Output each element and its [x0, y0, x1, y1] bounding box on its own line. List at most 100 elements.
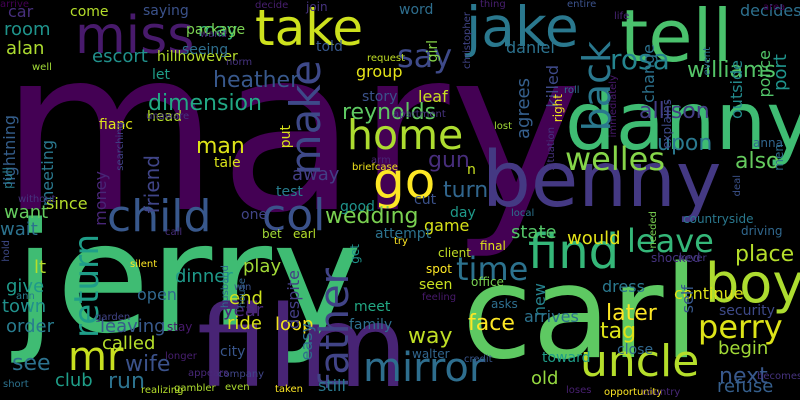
- word-despite: despite: [284, 270, 303, 330]
- word-n: n: [467, 162, 476, 178]
- word-see: see: [12, 351, 51, 376]
- word-family: family: [349, 317, 393, 333]
- word-say: say: [397, 37, 453, 75]
- word-appears: appears: [188, 368, 229, 379]
- word-event: event: [702, 47, 713, 76]
- word-hillhowever: hillhowever: [157, 49, 238, 65]
- word-room: room: [4, 19, 51, 40]
- word-still: still: [318, 376, 346, 395]
- word-put: put: [278, 125, 294, 149]
- word-called: called: [102, 333, 156, 354]
- word-asks: asks: [491, 297, 518, 311]
- word-explains: explains: [660, 99, 674, 149]
- word-begin: begin: [718, 338, 769, 359]
- word-life: life: [614, 11, 630, 22]
- word-leaf: leaf: [418, 87, 448, 106]
- word-heather: heather: [213, 68, 300, 93]
- word-want: want: [4, 202, 49, 223]
- word-becomes: becomes: [757, 371, 800, 382]
- word-even: even: [225, 382, 250, 393]
- word-unaware: unaware: [146, 111, 190, 122]
- word-apartment: apartment: [393, 109, 446, 120]
- word-roll: roll: [564, 85, 580, 96]
- word-boy: boy: [705, 252, 800, 315]
- word-meet: meet: [354, 299, 391, 315]
- word-walter: walter: [412, 347, 450, 361]
- word-searching: searching: [115, 122, 126, 171]
- word-area: area: [763, 2, 786, 13]
- word-mirror: mirror: [363, 345, 486, 391]
- word-danny: danny: [565, 75, 800, 168]
- word-outside: outside: [727, 60, 746, 119]
- word-call: call: [165, 227, 183, 238]
- word-child: child: [107, 191, 212, 242]
- word-anna: anna: [753, 136, 783, 150]
- word-home: home: [347, 111, 464, 159]
- word-rosa: rosa: [610, 43, 670, 76]
- word-men: men: [772, 144, 786, 171]
- word-perry: perry: [698, 308, 783, 346]
- word-lt: lt: [34, 257, 47, 278]
- word-fianc: fianc: [99, 117, 133, 133]
- word-year: year: [223, 300, 264, 321]
- word-reynolds: reynolds: [342, 100, 437, 125]
- word-would: would: [567, 228, 621, 249]
- word-office: office: [471, 275, 504, 289]
- word-go: go: [373, 152, 436, 210]
- word-uncle: uncle: [580, 336, 700, 387]
- word-run: run: [108, 369, 145, 394]
- word-opportunity: opportunity: [604, 387, 663, 398]
- word-may: may: [198, 20, 238, 41]
- word-jake: jake: [466, 0, 579, 59]
- word-lost: lost: [494, 121, 513, 132]
- word-club: club: [55, 370, 93, 391]
- word-turn: turn: [443, 178, 489, 203]
- word-benny: benny: [482, 136, 722, 225]
- word-continue: continue: [674, 284, 744, 303]
- word-dinner: dinner: [175, 266, 233, 287]
- word-tale: tale: [214, 155, 241, 171]
- word-attempt: attempt: [375, 226, 432, 242]
- word-seeing: seeing: [182, 42, 229, 58]
- word-thing: thing: [480, 0, 506, 10]
- word-give: give: [6, 276, 45, 297]
- word-state: state: [511, 222, 557, 243]
- word-shocked: shocked: [651, 251, 701, 265]
- word-ride: ride: [227, 313, 262, 334]
- word-cut: cut: [414, 192, 437, 208]
- word-old: old: [531, 368, 559, 389]
- word-time: time: [456, 250, 529, 288]
- word-jerry: jerry: [14, 190, 363, 367]
- word-film: film: [197, 283, 408, 400]
- word-agrees: agrees: [513, 78, 534, 139]
- word-gambler: gambler: [174, 383, 216, 394]
- word-money: money: [91, 171, 110, 226]
- word-tell: tell: [620, 0, 733, 78]
- word-well: well: [32, 62, 52, 73]
- word-word: word: [399, 2, 434, 18]
- word-dress: dress: [602, 277, 645, 296]
- word-arrives: arrives: [524, 307, 579, 326]
- word-man: man: [196, 134, 245, 159]
- word-earl: earl: [293, 227, 317, 241]
- word-silent: silent: [130, 259, 158, 270]
- word-let: let: [152, 67, 170, 83]
- word-toward: toward: [542, 350, 591, 366]
- word-never: never: [678, 253, 707, 264]
- word-test: test: [276, 184, 303, 200]
- word-countryside: countryside: [683, 212, 754, 226]
- word-town: town: [2, 296, 47, 317]
- word-williams: williams: [687, 58, 776, 83]
- word-arm: arm: [371, 155, 391, 166]
- word-company: company: [218, 369, 265, 380]
- word-client: client: [438, 246, 471, 260]
- word-car: car: [8, 2, 34, 21]
- word-without: without: [18, 194, 56, 205]
- word-garden: garden: [95, 312, 131, 323]
- word-husband: husband: [220, 265, 231, 309]
- word-city: city: [220, 344, 246, 360]
- word-welles: welles: [565, 140, 665, 178]
- word-short: short: [3, 379, 29, 390]
- word-place: place: [735, 242, 795, 267]
- word-local: local: [511, 208, 535, 219]
